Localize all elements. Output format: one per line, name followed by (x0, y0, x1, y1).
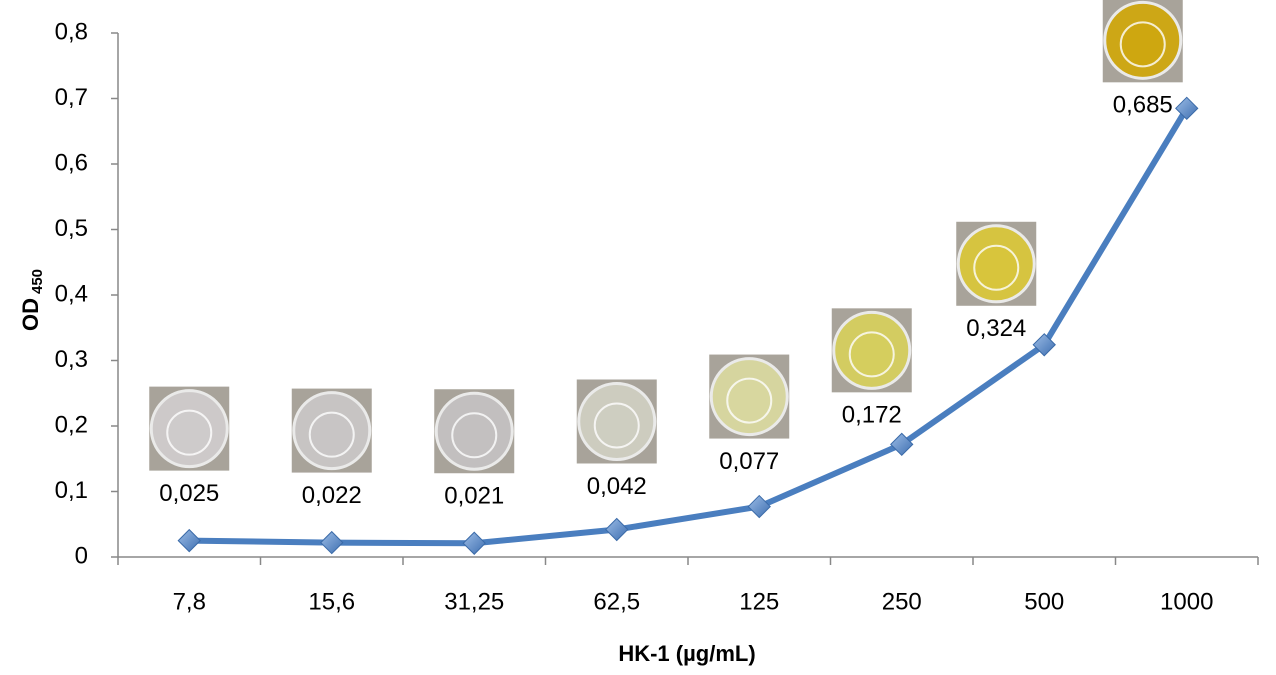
marker (321, 532, 343, 554)
line (189, 108, 1187, 543)
chart: HK-1 (µg/mL) OD 450 0 0,1 0,2 0,3 0,4 0,5 0,6 0,… (0, 0, 1276, 675)
vial-image (577, 379, 657, 463)
vial-image (434, 389, 514, 473)
x-tick-label: 500 (1024, 588, 1064, 615)
marker (178, 530, 200, 552)
vial-inner (850, 332, 894, 376)
y-tick-label: 0,8 (55, 18, 88, 45)
vial-image (1103, 0, 1183, 82)
x-tick-label: 1000 (1160, 588, 1213, 615)
y-axis-title-sub: 450 (29, 269, 46, 294)
y-tick-label: 0 (75, 542, 88, 569)
vial-inner (167, 411, 211, 455)
x-tick-label: 62,5 (593, 588, 640, 615)
x-tick-label: 125 (739, 588, 779, 615)
data-label: 0,025 (159, 480, 219, 507)
data-label: 0,077 (719, 448, 779, 475)
vial-inner (310, 413, 354, 457)
y-tick-label: 0,7 (55, 84, 88, 111)
vial-inner (595, 403, 639, 447)
vial-image (709, 355, 789, 439)
vial-inner (974, 246, 1018, 290)
vial-image (832, 308, 912, 392)
vial-inner (727, 379, 771, 423)
data-label: 0,685 (1113, 92, 1173, 119)
y-tick-label: 0,1 (55, 477, 88, 504)
vial-image (956, 222, 1036, 306)
y-tick-label: 0,5 (55, 215, 88, 242)
y-axis-title-main: OD (18, 298, 43, 331)
x-tick-label: 15,6 (308, 588, 355, 615)
data-label: 0,042 (587, 473, 647, 500)
data-label: 0,021 (444, 483, 504, 510)
vial-inner (452, 413, 496, 457)
x-tick-label: 31,25 (444, 588, 504, 615)
y-tick-label: 0,4 (55, 280, 88, 307)
marker (748, 496, 770, 518)
data-label: 0,022 (302, 482, 362, 509)
vial-inner (1121, 22, 1165, 66)
marker (606, 518, 628, 540)
x-tick-label: 7,8 (173, 588, 206, 615)
marker (463, 532, 485, 554)
data-label: 0,324 (966, 315, 1026, 342)
vial-image (292, 389, 372, 473)
y-tick-label: 0,6 (55, 149, 88, 176)
x-tick-label: 250 (882, 588, 922, 615)
vial-image (149, 387, 229, 471)
y-axis-title: OD 450 (18, 269, 46, 331)
x-axis-title: HK-1 (µg/mL) (618, 641, 755, 666)
data-label: 0,172 (842, 402, 902, 429)
y-tick-label: 0,3 (55, 346, 88, 373)
y-tick-label: 0,2 (55, 411, 88, 438)
